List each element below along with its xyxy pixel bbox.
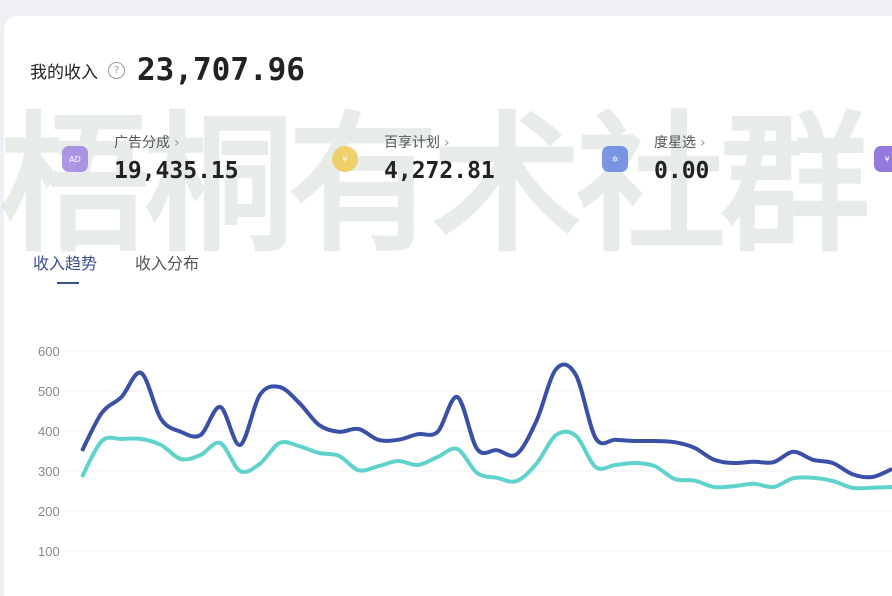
income-title: 我的收入 bbox=[30, 62, 98, 83]
y-tick-label: 300 bbox=[38, 464, 60, 479]
stat-value: 4,272.81 bbox=[384, 158, 495, 184]
stat-label: 百享计划 bbox=[384, 135, 440, 151]
shop-icon: ✲ bbox=[602, 146, 628, 172]
wallet-icon: ¥ bbox=[874, 146, 892, 172]
series-line-0 bbox=[80, 362, 892, 480]
series-line-1 bbox=[80, 429, 892, 491]
stat-value: 0.00 bbox=[654, 158, 710, 184]
ad-icon: AD bbox=[62, 146, 88, 172]
stat-ad-share[interactable]: AD 广告分成 › 19,435.15 bbox=[62, 132, 239, 184]
tab-income-distribution[interactable]: 收入分布 bbox=[135, 254, 200, 273]
income-trend-chart: 600 500 400 300 200 100 bbox=[38, 344, 892, 559]
tab-income-trend[interactable]: 收入趋势 bbox=[33, 250, 97, 284]
y-tick-label: 100 bbox=[38, 544, 60, 559]
stat-label: 广告分成 bbox=[114, 135, 170, 151]
chevron-right-icon: › bbox=[444, 135, 450, 151]
y-tick-label: 600 bbox=[38, 344, 60, 359]
income-header: 我的收入 ? 23,707.96 bbox=[30, 52, 305, 88]
stat-value: 19,435.15 bbox=[114, 158, 239, 184]
stat-label: 度星选 bbox=[654, 135, 696, 151]
stat-baixiang-plan[interactable]: ¥ 百享计划 › 4,272.81 bbox=[332, 132, 495, 184]
y-tick-label: 200 bbox=[38, 504, 60, 519]
coin-bag-icon: ¥ bbox=[332, 146, 358, 172]
total-income: 23,707.96 bbox=[137, 52, 305, 88]
y-tick-label: 500 bbox=[38, 384, 60, 399]
y-tick-label: 400 bbox=[38, 424, 60, 439]
chart-tabs: 收入趋势 收入分布 bbox=[33, 250, 200, 284]
chevron-right-icon: › bbox=[700, 135, 706, 151]
chevron-right-icon: › bbox=[174, 135, 180, 151]
income-card bbox=[4, 16, 892, 596]
question-circle-icon[interactable]: ? bbox=[108, 61, 125, 79]
stat-duxingxuan[interactable]: ✲ 度星选 › 0.00 bbox=[602, 132, 710, 184]
